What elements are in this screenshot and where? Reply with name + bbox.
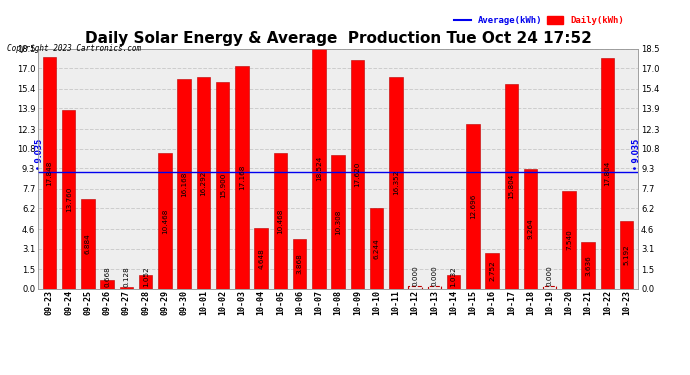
Text: 9.264: 9.264 <box>527 218 533 239</box>
Text: 17.168: 17.168 <box>239 165 245 190</box>
Bar <box>158 153 172 289</box>
Bar <box>62 110 75 289</box>
Text: 7.540: 7.540 <box>566 230 572 250</box>
Text: 10.308: 10.308 <box>335 209 341 235</box>
Bar <box>485 253 499 289</box>
Text: 4.648: 4.648 <box>258 248 264 269</box>
Text: 0.000: 0.000 <box>546 266 553 286</box>
Text: 12.696: 12.696 <box>470 194 476 219</box>
Bar <box>43 57 56 289</box>
Text: 17.620: 17.620 <box>355 162 360 187</box>
Text: • 9.035: • 9.035 <box>35 138 44 170</box>
Text: 3.868: 3.868 <box>297 253 303 274</box>
Bar <box>620 221 633 289</box>
Bar <box>81 200 95 289</box>
Bar <box>447 275 460 289</box>
Text: 5.192: 5.192 <box>624 245 630 266</box>
Text: Copyright 2023 Cartronics.com: Copyright 2023 Cartronics.com <box>7 44 141 52</box>
Bar <box>255 228 268 289</box>
Title: Daily Solar Energy & Average  Production Tue Oct 24 17:52: Daily Solar Energy & Average Production … <box>85 31 591 46</box>
Bar <box>274 153 287 289</box>
Bar <box>101 280 114 289</box>
Bar <box>235 66 248 289</box>
Bar <box>177 79 191 289</box>
Bar <box>601 58 614 289</box>
Text: 16.352: 16.352 <box>393 170 399 195</box>
Bar <box>216 82 229 289</box>
Text: 6.244: 6.244 <box>373 238 380 259</box>
Text: 18.524: 18.524 <box>316 156 322 181</box>
Bar <box>408 286 422 289</box>
Text: 0.000: 0.000 <box>412 266 418 286</box>
Text: 16.168: 16.168 <box>181 171 187 196</box>
Bar <box>197 77 210 289</box>
Text: 16.292: 16.292 <box>200 170 206 196</box>
Bar <box>562 191 575 289</box>
Text: 10.468: 10.468 <box>277 208 284 234</box>
Text: 1.032: 1.032 <box>451 267 457 288</box>
Text: 13.760: 13.760 <box>66 187 72 212</box>
Text: 0.000: 0.000 <box>431 266 437 286</box>
Text: 15.804: 15.804 <box>509 174 514 199</box>
Text: 2.752: 2.752 <box>489 261 495 281</box>
Text: • 9.035: • 9.035 <box>632 138 641 170</box>
Bar <box>524 169 538 289</box>
Text: 0.128: 0.128 <box>124 267 130 288</box>
Bar <box>504 84 518 289</box>
Text: 0.668: 0.668 <box>104 267 110 288</box>
Text: 10.468: 10.468 <box>162 208 168 234</box>
Bar <box>428 286 441 289</box>
Bar <box>370 208 384 289</box>
Bar <box>351 60 364 289</box>
Text: 1.052: 1.052 <box>143 267 149 288</box>
Bar <box>312 48 326 289</box>
Text: 6.884: 6.884 <box>85 234 91 255</box>
Bar <box>293 238 306 289</box>
Bar <box>389 76 402 289</box>
Bar <box>582 242 595 289</box>
Legend: Average(kWh), Daily(kWh): Average(kWh), Daily(kWh) <box>451 12 628 28</box>
Bar <box>543 286 556 289</box>
Text: 15.900: 15.900 <box>219 173 226 198</box>
Bar <box>466 124 480 289</box>
Text: 17.804: 17.804 <box>604 160 611 186</box>
Text: 17.848: 17.848 <box>46 160 52 186</box>
Bar <box>331 155 345 289</box>
Bar <box>139 275 152 289</box>
Bar <box>120 287 133 289</box>
Text: 3.636: 3.636 <box>585 255 591 276</box>
